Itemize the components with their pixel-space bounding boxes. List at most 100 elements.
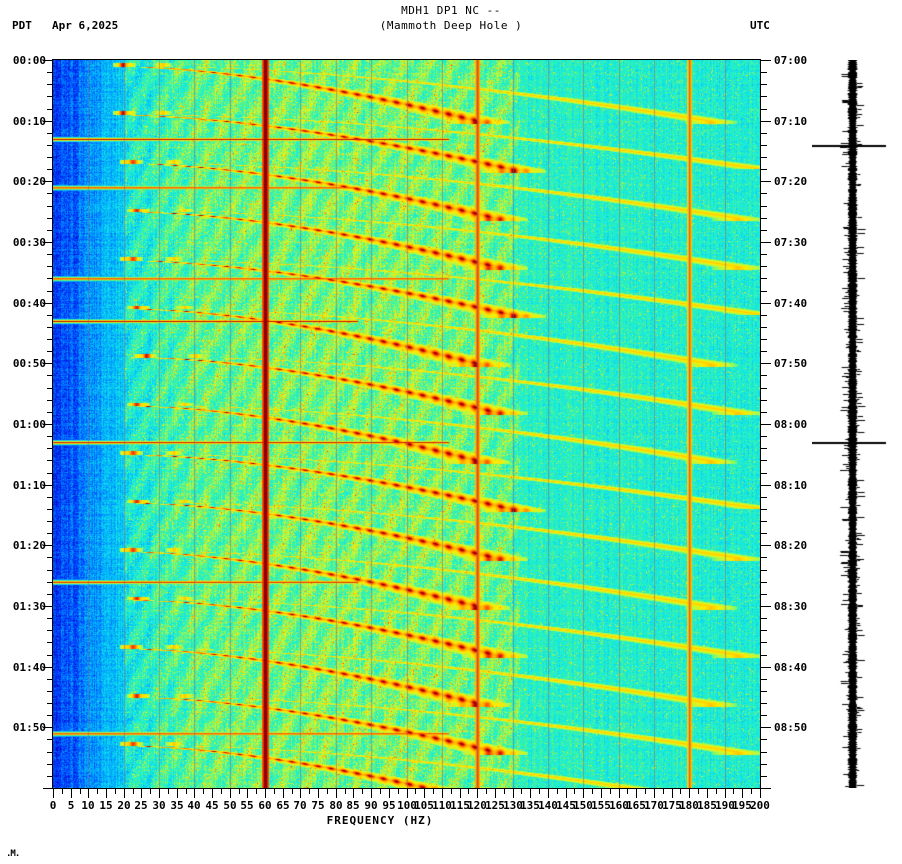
time-tick-right <box>761 157 767 158</box>
time-tick-right <box>761 630 767 631</box>
frequency-tick <box>353 789 354 798</box>
frequency-tick <box>230 789 231 798</box>
frequency-label: 45 <box>205 799 219 812</box>
time-tick-left <box>47 715 53 716</box>
frequency-tick <box>247 789 248 798</box>
time-tick-left <box>47 327 53 328</box>
time-label-right: 07:10 <box>774 115 808 128</box>
frequency-label: 115 <box>450 799 470 812</box>
helicorder-trace <box>812 60 892 788</box>
time-tick-right <box>761 667 771 668</box>
time-tick-right <box>761 473 767 474</box>
spectrogram-plot[interactable] <box>53 60 760 788</box>
frequency-tick <box>619 789 620 798</box>
time-tick-right <box>761 436 767 437</box>
frequency-tick <box>477 789 478 798</box>
frequency-tick <box>654 789 655 798</box>
frequency-label: 155 <box>591 799 611 812</box>
time-tick-right <box>761 169 767 170</box>
frequency-axis-title: FREQUENCY (HZ) <box>326 814 434 827</box>
time-tick-right <box>761 133 767 134</box>
time-label-right: 07:40 <box>774 297 808 310</box>
frequency-tick <box>725 789 726 798</box>
frequency-label: 130 <box>503 799 523 812</box>
frequency-tick <box>751 789 752 794</box>
time-tick-left <box>47 278 53 279</box>
time-tick-right <box>761 315 767 316</box>
time-tick-left <box>43 121 53 122</box>
frequency-tick <box>451 789 452 794</box>
frequency-tick <box>186 789 187 794</box>
time-tick-left <box>47 691 53 692</box>
frequency-tick <box>380 789 381 794</box>
right-timezone-label: UTC <box>750 19 770 32</box>
plot-border-top <box>52 59 761 60</box>
frequency-tick <box>203 789 204 794</box>
frequency-tick <box>97 789 98 794</box>
page-title: MDH1 DP1 NC -- <box>401 4 501 17</box>
time-label-left: 00:20 <box>12 175 46 188</box>
time-tick-right <box>761 570 767 571</box>
frequency-tick <box>574 789 575 794</box>
left-timezone-label: PDT <box>12 19 32 32</box>
frequency-tick <box>362 789 363 794</box>
time-label-right: 08:40 <box>774 661 808 674</box>
frequency-tick <box>468 789 469 794</box>
time-tick-left <box>47 557 53 558</box>
frequency-tick <box>106 789 107 798</box>
time-tick-left <box>47 218 53 219</box>
frequency-tick <box>442 789 443 798</box>
time-tick-right <box>761 339 767 340</box>
time-tick-left <box>47 679 53 680</box>
frequency-tick <box>680 789 681 794</box>
time-tick-left <box>43 727 53 728</box>
frequency-label: 195 <box>732 799 752 812</box>
frequency-label: 135 <box>520 799 540 812</box>
time-tick-right <box>761 327 767 328</box>
time-label-right: 07:30 <box>774 236 808 249</box>
time-tick-right <box>761 424 771 425</box>
frequency-label: 145 <box>556 799 576 812</box>
time-tick-left <box>47 400 53 401</box>
time-tick-right <box>761 533 767 534</box>
time-tick-right <box>761 412 767 413</box>
time-label-right: 07:20 <box>774 175 808 188</box>
frequency-tick <box>530 789 531 798</box>
frequency-label: 125 <box>485 799 505 812</box>
time-tick-left <box>47 145 53 146</box>
time-tick-right <box>761 776 767 777</box>
frequency-tick <box>292 789 293 794</box>
time-label-left: 01:20 <box>12 539 46 552</box>
time-tick-left <box>47 655 53 656</box>
time-tick-right <box>761 655 767 656</box>
frequency-label: 40 <box>187 799 201 812</box>
frequency-tick <box>566 789 567 798</box>
frequency-tick <box>636 789 637 798</box>
time-tick-left <box>43 181 53 182</box>
frequency-label: 0 <box>49 799 57 812</box>
time-tick-left <box>47 752 53 753</box>
time-tick-left <box>47 642 53 643</box>
time-tick-right <box>761 230 767 231</box>
time-label-left: 01:00 <box>12 418 46 431</box>
frequency-tick <box>716 789 717 794</box>
frequency-label: 160 <box>609 799 629 812</box>
frequency-tick <box>141 789 142 798</box>
time-tick-right <box>761 254 767 255</box>
time-tick-left <box>47 630 53 631</box>
frequency-tick <box>265 789 266 798</box>
frequency-tick <box>256 789 257 794</box>
frequency-tick <box>274 789 275 794</box>
time-tick-left <box>47 473 53 474</box>
time-tick-right <box>761 193 767 194</box>
time-tick-right <box>761 303 771 304</box>
time-tick-right <box>761 388 767 389</box>
time-tick-left <box>47 388 53 389</box>
frequency-label: 80 <box>329 799 343 812</box>
time-tick-left <box>47 84 53 85</box>
time-tick-right <box>761 642 767 643</box>
time-tick-right <box>761 497 767 498</box>
time-tick-right <box>761 691 767 692</box>
frequency-label: 140 <box>538 799 558 812</box>
time-label-left: 01:30 <box>12 600 46 613</box>
